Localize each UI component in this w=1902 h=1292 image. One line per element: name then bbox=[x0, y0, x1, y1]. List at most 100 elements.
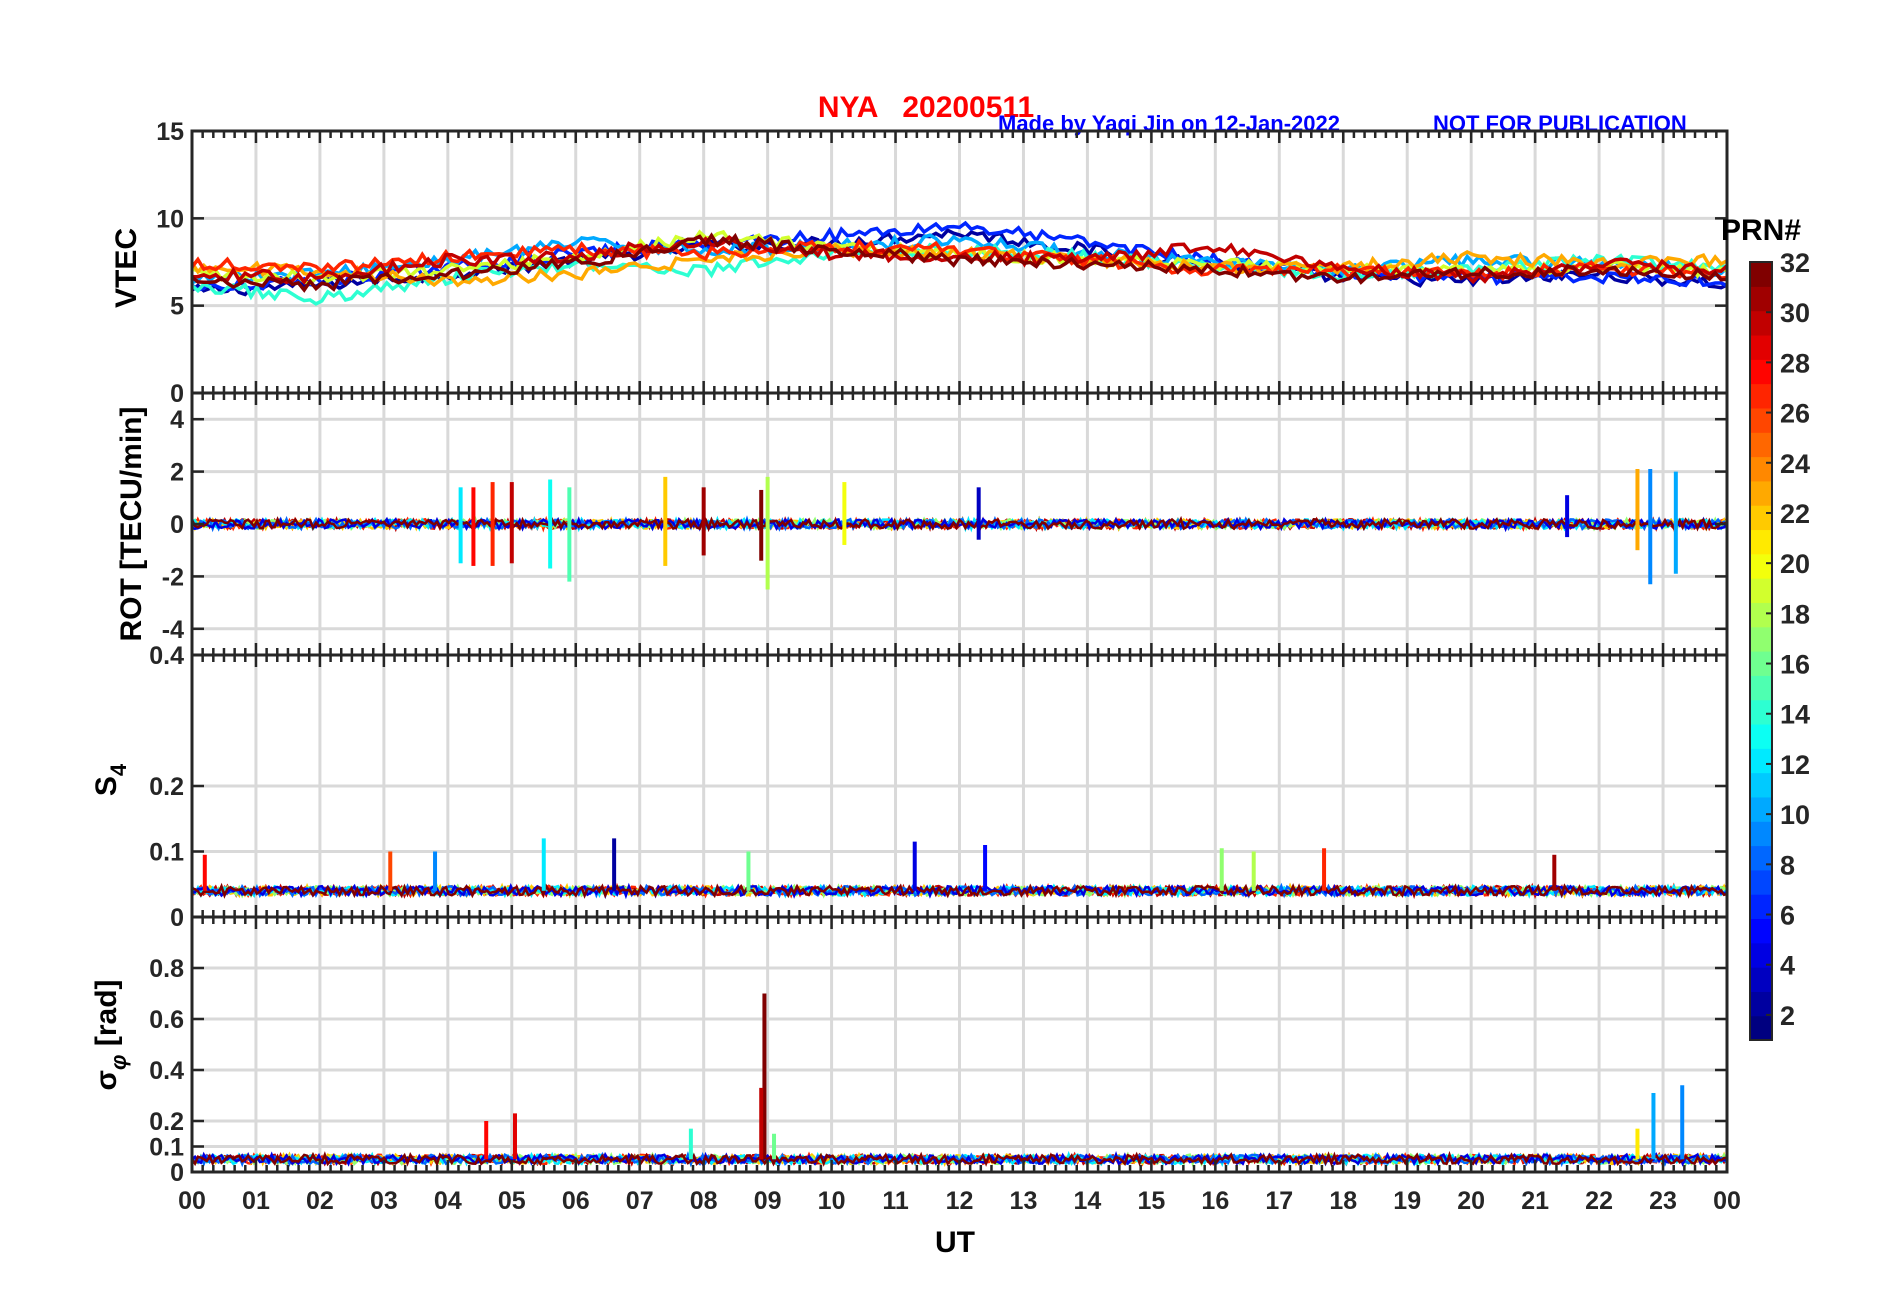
x-tick-label: 00 bbox=[178, 1187, 206, 1215]
x-tick-label: 13 bbox=[1010, 1187, 1038, 1215]
colorbar-segment bbox=[1750, 432, 1772, 458]
rot-axis-label: ROT [TECU/min] bbox=[115, 407, 148, 642]
x-tick-label: 21 bbox=[1521, 1187, 1549, 1215]
sigma_phi-y-tick-label: 0.2 bbox=[149, 1108, 184, 1136]
colorbar-segment bbox=[1750, 967, 1772, 992]
colorbar-tick-label: 14 bbox=[1780, 700, 1810, 730]
colorbar-segment bbox=[1750, 821, 1772, 847]
rot-panel: -4 -2 0 2 4 bbox=[162, 391, 1729, 657]
x-tick-label: 15 bbox=[1137, 1187, 1165, 1215]
colorbar-segment bbox=[1750, 310, 1772, 336]
colorbar-segment bbox=[1750, 626, 1772, 652]
colorbar-tick-label: 26 bbox=[1780, 399, 1810, 429]
colorbar-title: PRN# bbox=[1721, 214, 1801, 247]
colorbar-segment bbox=[1750, 480, 1772, 506]
vtec-panel: 0 5 10 15 bbox=[156, 118, 1729, 408]
colorbar-tick-label: 32 bbox=[1780, 248, 1810, 278]
colorbar-segment bbox=[1750, 772, 1772, 798]
vtec-series-prn-32 bbox=[190, 232, 1728, 293]
colorbar-segment bbox=[1750, 918, 1772, 944]
colorbar-segment bbox=[1750, 845, 1772, 871]
colorbar-segment bbox=[1750, 359, 1772, 385]
rot-y-tick-label: 4 bbox=[170, 406, 184, 434]
colorbar-tick-label: 12 bbox=[1780, 750, 1810, 780]
colorbar-segment bbox=[1750, 699, 1772, 725]
colorbar-tick-label: 22 bbox=[1780, 499, 1810, 529]
sigma_phi-y-tick-label: 0.6 bbox=[149, 1006, 184, 1034]
rot-series-prn-32 bbox=[190, 515, 1728, 533]
x-tick-label: 02 bbox=[306, 1187, 334, 1215]
colorbar-segment bbox=[1750, 553, 1772, 579]
colorbar-segment bbox=[1750, 1015, 1772, 1041]
sigma_phi-y-tick-label: 0.1 bbox=[149, 1134, 184, 1162]
vtec-y-tick-label: 0 bbox=[170, 380, 184, 408]
x-tick-label: 20 bbox=[1457, 1187, 1485, 1215]
colorbar-segment bbox=[1750, 869, 1772, 895]
s4-y-tick-label: 0.2 bbox=[149, 773, 184, 801]
colorbar-tick-label: 16 bbox=[1780, 650, 1810, 680]
s4-y-tick-label: 0.1 bbox=[149, 839, 184, 867]
colorbar-segment bbox=[1750, 748, 1772, 774]
x-tick-label: 08 bbox=[690, 1187, 718, 1215]
s4-y-tick-label: 0 bbox=[170, 904, 184, 932]
x-tick-label: 16 bbox=[1201, 1187, 1229, 1215]
colorbar-segment bbox=[1750, 456, 1772, 482]
x-tick-label: 11 bbox=[882, 1187, 909, 1215]
vtec-y-tick-label: 5 bbox=[170, 293, 184, 321]
sigma_phi-y-tick-label: 0 bbox=[170, 1159, 184, 1187]
x-tick-label: 18 bbox=[1329, 1187, 1357, 1215]
x-tick-label: 03 bbox=[370, 1187, 398, 1215]
rot-y-tick-label: 2 bbox=[170, 459, 184, 487]
colorbar-segment bbox=[1750, 894, 1772, 920]
x-tick-label: 06 bbox=[562, 1187, 590, 1215]
colorbar-segment bbox=[1750, 796, 1772, 822]
colorbar-tick-label: 10 bbox=[1780, 800, 1810, 830]
colorbar-segment bbox=[1750, 602, 1772, 628]
vtec-y-tick-label: 10 bbox=[156, 205, 184, 233]
x-tick-label: 07 bbox=[626, 1187, 654, 1215]
x-tick-label: 10 bbox=[818, 1187, 846, 1215]
x-tick-label: 04 bbox=[434, 1187, 462, 1215]
colorbar-segment bbox=[1750, 942, 1772, 968]
x-tick-label: 01 bbox=[242, 1187, 270, 1215]
colorbar-segment bbox=[1750, 383, 1772, 409]
x-tick-label: 05 bbox=[498, 1187, 526, 1215]
s4-series-prn-32 bbox=[191, 882, 1728, 899]
x-tick-label: 00 bbox=[1713, 1187, 1741, 1215]
x-tick-label: 19 bbox=[1393, 1187, 1421, 1215]
colorbar-segment bbox=[1750, 991, 1772, 1017]
x-tick-label: 09 bbox=[754, 1187, 782, 1215]
sigma_phi-series-prn-17 bbox=[191, 1151, 1728, 1168]
colorbar-tick-label: 2 bbox=[1780, 1001, 1795, 1031]
x-tick-label: 12 bbox=[946, 1187, 974, 1215]
s4-y-tick-label: 0.4 bbox=[149, 642, 184, 670]
sigma_phi-y-tick-label: 0.8 bbox=[149, 955, 184, 983]
vtec-axis-label: VTEC bbox=[110, 228, 143, 308]
colorbar-tick-label: 4 bbox=[1780, 951, 1795, 981]
s4-panel: 0 0.1 0.2 0.4 bbox=[149, 642, 1729, 932]
chart-title: NYA 20200511 bbox=[818, 91, 1034, 124]
colorbar-tick-label: 24 bbox=[1780, 449, 1810, 479]
colorbar-segment bbox=[1750, 286, 1772, 312]
vtec-series-prn-10 bbox=[191, 233, 1729, 285]
colorbar-tick-label: 28 bbox=[1780, 348, 1810, 378]
sigma_phi-y-tick-label: 0.4 bbox=[149, 1057, 184, 1085]
rot-y-tick-label: -2 bbox=[162, 563, 184, 591]
colorbar-segment bbox=[1750, 262, 1772, 287]
colorbar-frame bbox=[1749, 261, 1773, 1041]
x-tick-label: 22 bbox=[1585, 1187, 1613, 1215]
rot-y-tick-label: -4 bbox=[162, 616, 184, 644]
colorbar-segment bbox=[1750, 578, 1772, 603]
colorbar-segment bbox=[1750, 723, 1772, 749]
colorbar-tick-label: 18 bbox=[1780, 599, 1810, 629]
vtec-y-tick-label: 15 bbox=[156, 118, 184, 146]
x-tick-label: 23 bbox=[1649, 1187, 1677, 1215]
rot-y-tick-label: 0 bbox=[170, 511, 184, 539]
x-tick-label: 17 bbox=[1265, 1187, 1293, 1215]
colorbar-tick-label: 20 bbox=[1780, 549, 1810, 579]
colorbar-segment bbox=[1750, 334, 1772, 360]
colorbar-tick-label: 30 bbox=[1780, 298, 1810, 328]
x-axis-label: UT bbox=[935, 1226, 975, 1259]
colorbar-segment bbox=[1750, 651, 1772, 676]
